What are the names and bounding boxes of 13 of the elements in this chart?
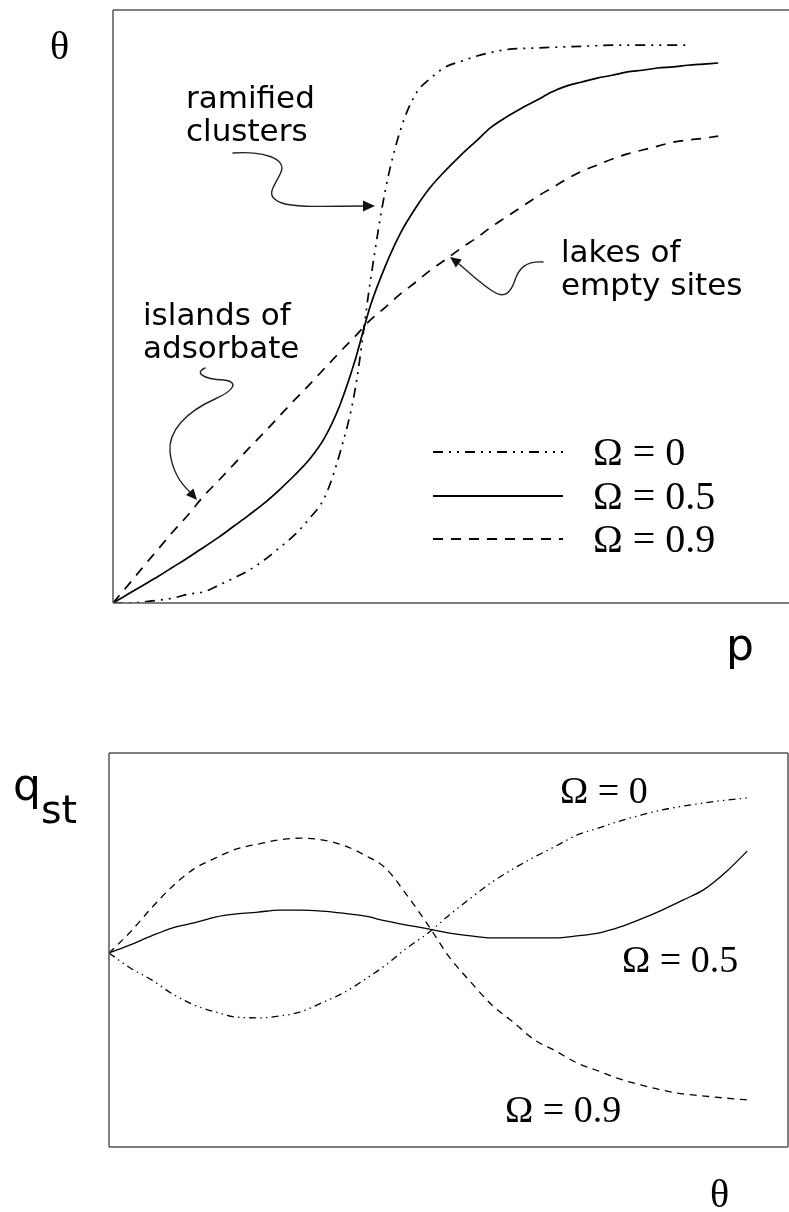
legend-label: Ω = 0.9 — [593, 516, 716, 562]
x-axis-title: p — [726, 619, 754, 670]
legend-label: Ω = 0.5 — [593, 472, 716, 518]
annotation: islands of adsorbate — [143, 296, 301, 365]
legend-label: Ω = 0 — [593, 429, 686, 475]
series-label: Ω = 0 — [560, 769, 648, 811]
annotation: lakes of empty sites — [561, 233, 744, 302]
series-label: Ω = 0.5 — [622, 938, 739, 980]
annotation: ramified clusters — [186, 79, 316, 148]
x-axis-title: θ — [710, 1171, 730, 1212]
y-axis-title: q$_{st}$ — [13, 759, 78, 832]
series-label: Ω = 0.9 — [505, 1088, 622, 1130]
y-axis-title: θ — [50, 23, 70, 68]
